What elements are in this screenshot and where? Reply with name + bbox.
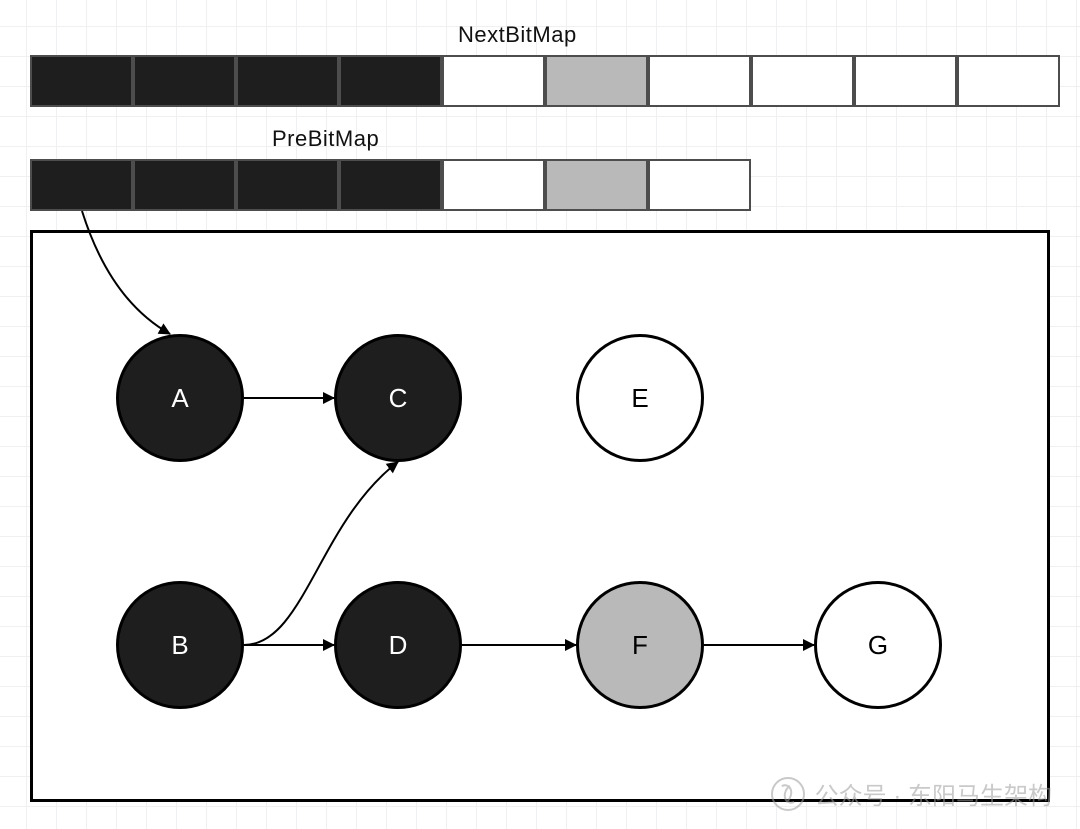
node-label: E bbox=[631, 383, 648, 414]
node-label: A bbox=[171, 383, 188, 414]
diagram-stage: NextBitMapPreBitMapACEBDFG bbox=[0, 0, 1080, 829]
node-a: A bbox=[116, 334, 244, 462]
node-e: E bbox=[576, 334, 704, 462]
node-c: C bbox=[334, 334, 462, 462]
node-b: B bbox=[116, 581, 244, 709]
node-g: G bbox=[814, 581, 942, 709]
node-d: D bbox=[334, 581, 462, 709]
edge bbox=[82, 211, 170, 334]
node-f: F bbox=[576, 581, 704, 709]
node-label: B bbox=[171, 630, 188, 661]
node-label: G bbox=[868, 630, 888, 661]
node-label: D bbox=[389, 630, 408, 661]
node-label: F bbox=[632, 630, 648, 661]
node-label: C bbox=[389, 383, 408, 414]
